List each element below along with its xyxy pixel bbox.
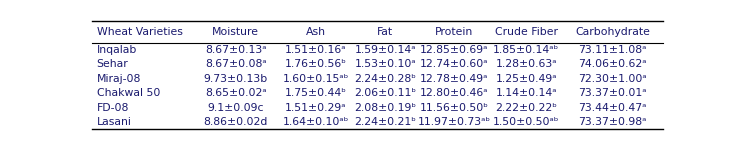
Text: 1.76±0.56ᵇ: 1.76±0.56ᵇ [284, 59, 346, 69]
Text: 11.97±0.73ᵃᵇ: 11.97±0.73ᵃᵇ [418, 117, 491, 127]
Text: 2.22±0.22ᵇ: 2.22±0.22ᵇ [495, 103, 557, 113]
Text: 1.14±0.14ᵃ: 1.14±0.14ᵃ [495, 88, 557, 98]
Text: Wheat Varieties: Wheat Varieties [97, 27, 183, 37]
Text: 73.11±1.08ᵃ: 73.11±1.08ᵃ [579, 45, 647, 55]
Text: Ash: Ash [306, 27, 326, 37]
Text: Crude Fiber: Crude Fiber [495, 27, 558, 37]
Text: 1.28±0.63ᵃ: 1.28±0.63ᵃ [495, 59, 557, 69]
Text: 73.37±0.98ᵃ: 73.37±0.98ᵃ [579, 117, 647, 127]
Text: Moisture: Moisture [212, 27, 259, 37]
Text: 12.74±0.60ᵃ: 12.74±0.60ᵃ [420, 59, 489, 69]
Text: 2.08±0.19ᵇ: 2.08±0.19ᵇ [354, 103, 416, 113]
Text: 9.73±0.13b: 9.73±0.13b [203, 74, 268, 84]
Text: 12.80±0.46ᵃ: 12.80±0.46ᵃ [420, 88, 489, 98]
Text: Inqalab: Inqalab [97, 45, 137, 55]
Text: 1.59±0.14ᵃ: 1.59±0.14ᵃ [354, 45, 416, 55]
Text: Miraj-08: Miraj-08 [97, 74, 141, 84]
Text: 2.06±0.11ᵇ: 2.06±0.11ᵇ [354, 88, 416, 98]
Text: 1.60±0.15ᵃᵇ: 1.60±0.15ᵃᵇ [282, 74, 349, 84]
Text: 1.51±0.16ᵃ: 1.51±0.16ᵃ [285, 45, 346, 55]
Text: 1.50±0.50ᵃᵇ: 1.50±0.50ᵃᵇ [493, 117, 559, 127]
Text: 1.75±0.44ᵇ: 1.75±0.44ᵇ [284, 88, 346, 98]
Text: Sehar: Sehar [97, 59, 128, 69]
Text: Carbohydrate: Carbohydrate [576, 27, 650, 37]
Text: 2.24±0.21ᵇ: 2.24±0.21ᵇ [354, 117, 416, 127]
Text: FD-08: FD-08 [97, 103, 129, 113]
Text: 11.56±0.50ᵇ: 11.56±0.50ᵇ [420, 103, 489, 113]
Text: 72.30±1.00ᵃ: 72.30±1.00ᵃ [579, 74, 647, 84]
Text: Chakwal 50: Chakwal 50 [97, 88, 160, 98]
Text: 73.44±0.47ᵃ: 73.44±0.47ᵃ [579, 103, 647, 113]
Text: 1.64±0.10ᵃᵇ: 1.64±0.10ᵃᵇ [282, 117, 349, 127]
Text: Lasani: Lasani [97, 117, 132, 127]
Text: 2.24±0.28ᵇ: 2.24±0.28ᵇ [354, 74, 416, 84]
Text: Fat: Fat [377, 27, 394, 37]
Text: 1.51±0.29ᵃ: 1.51±0.29ᵃ [285, 103, 346, 113]
Text: 1.25±0.49ᵃ: 1.25±0.49ᵃ [495, 74, 557, 84]
Text: 8.86±0.02d: 8.86±0.02d [203, 117, 268, 127]
Text: 8.67±0.13ᵃ: 8.67±0.13ᵃ [205, 45, 267, 55]
Text: 12.85±0.69ᵃ: 12.85±0.69ᵃ [420, 45, 489, 55]
Text: 8.67±0.08ᵃ: 8.67±0.08ᵃ [205, 59, 267, 69]
Text: 73.37±0.01ᵃ: 73.37±0.01ᵃ [579, 88, 647, 98]
Text: Protein: Protein [435, 27, 473, 37]
Text: 1.53±0.10ᵃ: 1.53±0.10ᵃ [354, 59, 416, 69]
Text: 12.78±0.49ᵃ: 12.78±0.49ᵃ [420, 74, 489, 84]
Text: 8.65±0.02ᵃ: 8.65±0.02ᵃ [205, 88, 267, 98]
Text: 9.1±0.09c: 9.1±0.09c [208, 103, 264, 113]
Text: 74.06±0.62ᵃ: 74.06±0.62ᵃ [579, 59, 647, 69]
Text: 1.85±0.14ᵃᵇ: 1.85±0.14ᵃᵇ [493, 45, 559, 55]
